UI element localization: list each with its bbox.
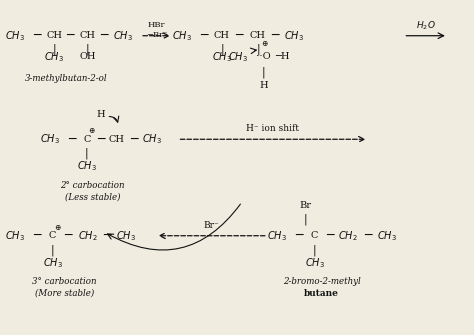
Text: $CH_3$: $CH_3$ <box>116 229 136 243</box>
Text: H: H <box>259 81 268 90</box>
Text: CH: CH <box>250 31 266 40</box>
Text: $CH_3$: $CH_3$ <box>44 50 64 64</box>
Text: ─: ─ <box>130 133 137 146</box>
Text: $CH_3$: $CH_3$ <box>5 229 25 243</box>
Text: $CH_3$: $CH_3$ <box>5 29 25 43</box>
Text: HBr: HBr <box>148 21 165 29</box>
Text: $CH_3$: $CH_3$ <box>228 50 248 64</box>
Text: (More stable): (More stable) <box>35 289 94 298</box>
Text: $H_2O$: $H_2O$ <box>416 19 435 31</box>
Text: OH: OH <box>80 52 96 61</box>
Text: $CH_3$: $CH_3$ <box>172 29 192 43</box>
Text: ⊕: ⊕ <box>261 40 267 48</box>
Text: $CH_3$: $CH_3$ <box>113 29 133 43</box>
Text: −Br⁻: −Br⁻ <box>146 31 167 39</box>
Text: |: | <box>52 43 56 55</box>
Text: |: | <box>51 244 55 256</box>
Text: $CH_3$: $CH_3$ <box>305 256 325 270</box>
Text: $CH_2$: $CH_2$ <box>338 229 358 243</box>
Text: ─: ─ <box>104 229 111 242</box>
Text: |: | <box>86 43 90 55</box>
Text: $CH_3$: $CH_3$ <box>40 132 60 146</box>
Text: ─: ─ <box>100 29 108 42</box>
Text: ⋅⋅O: ⋅⋅O <box>256 52 271 61</box>
Text: CH: CH <box>80 31 96 40</box>
Text: ⊕: ⊕ <box>88 127 95 135</box>
Text: |: | <box>262 66 265 78</box>
Text: ─: ─ <box>201 29 208 42</box>
Text: CH: CH <box>46 31 62 40</box>
Text: Br⁻: Br⁻ <box>204 221 219 230</box>
Text: 3-methylbutan-2-ol: 3-methylbutan-2-ol <box>26 74 108 83</box>
Text: ─: ─ <box>34 29 41 42</box>
Text: ─: ─ <box>97 133 105 146</box>
Text: C: C <box>49 231 56 240</box>
Text: ─: ─ <box>34 229 41 242</box>
Text: $CH_3$: $CH_3$ <box>77 160 97 174</box>
Text: (Less stable): (Less stable) <box>64 192 120 201</box>
Text: ⊕: ⊕ <box>54 224 61 232</box>
Text: $CH_3$: $CH_3$ <box>212 50 232 64</box>
Text: C: C <box>83 135 91 144</box>
Text: |: | <box>85 148 89 159</box>
Text: 2-bromo-2-methyl: 2-bromo-2-methyl <box>283 277 360 286</box>
Text: 3° carbocation: 3° carbocation <box>32 277 97 286</box>
Text: H⁻ ion shift: H⁻ ion shift <box>246 124 300 133</box>
Text: ─H: ─H <box>275 52 290 61</box>
Text: ─: ─ <box>66 29 73 42</box>
Text: |: | <box>256 43 260 55</box>
Text: 2° carbocation: 2° carbocation <box>60 181 125 190</box>
Text: $CH_2$: $CH_2$ <box>78 229 98 243</box>
Text: butane: butane <box>304 289 339 298</box>
Text: C: C <box>311 231 318 240</box>
Text: ─: ─ <box>64 229 72 242</box>
Text: ─: ─ <box>365 229 372 242</box>
Text: $CH_3$: $CH_3$ <box>377 229 397 243</box>
Text: |: | <box>303 213 307 225</box>
Text: ─: ─ <box>326 229 333 242</box>
Text: CH: CH <box>214 31 230 40</box>
Text: CH: CH <box>109 135 125 144</box>
Text: |: | <box>313 244 316 256</box>
Text: $CH_3$: $CH_3$ <box>43 256 63 270</box>
Text: ─: ─ <box>236 29 243 42</box>
Text: $CH_3$: $CH_3$ <box>267 229 287 243</box>
Text: Br: Br <box>299 201 311 210</box>
Text: ─: ─ <box>271 29 279 42</box>
Text: |: | <box>220 43 224 55</box>
Text: ─: ─ <box>295 229 303 242</box>
Text: $CH_3$: $CH_3$ <box>142 132 162 146</box>
Text: ─: ─ <box>69 133 76 146</box>
Text: H: H <box>97 110 105 119</box>
Text: $CH_3$: $CH_3$ <box>283 29 303 43</box>
